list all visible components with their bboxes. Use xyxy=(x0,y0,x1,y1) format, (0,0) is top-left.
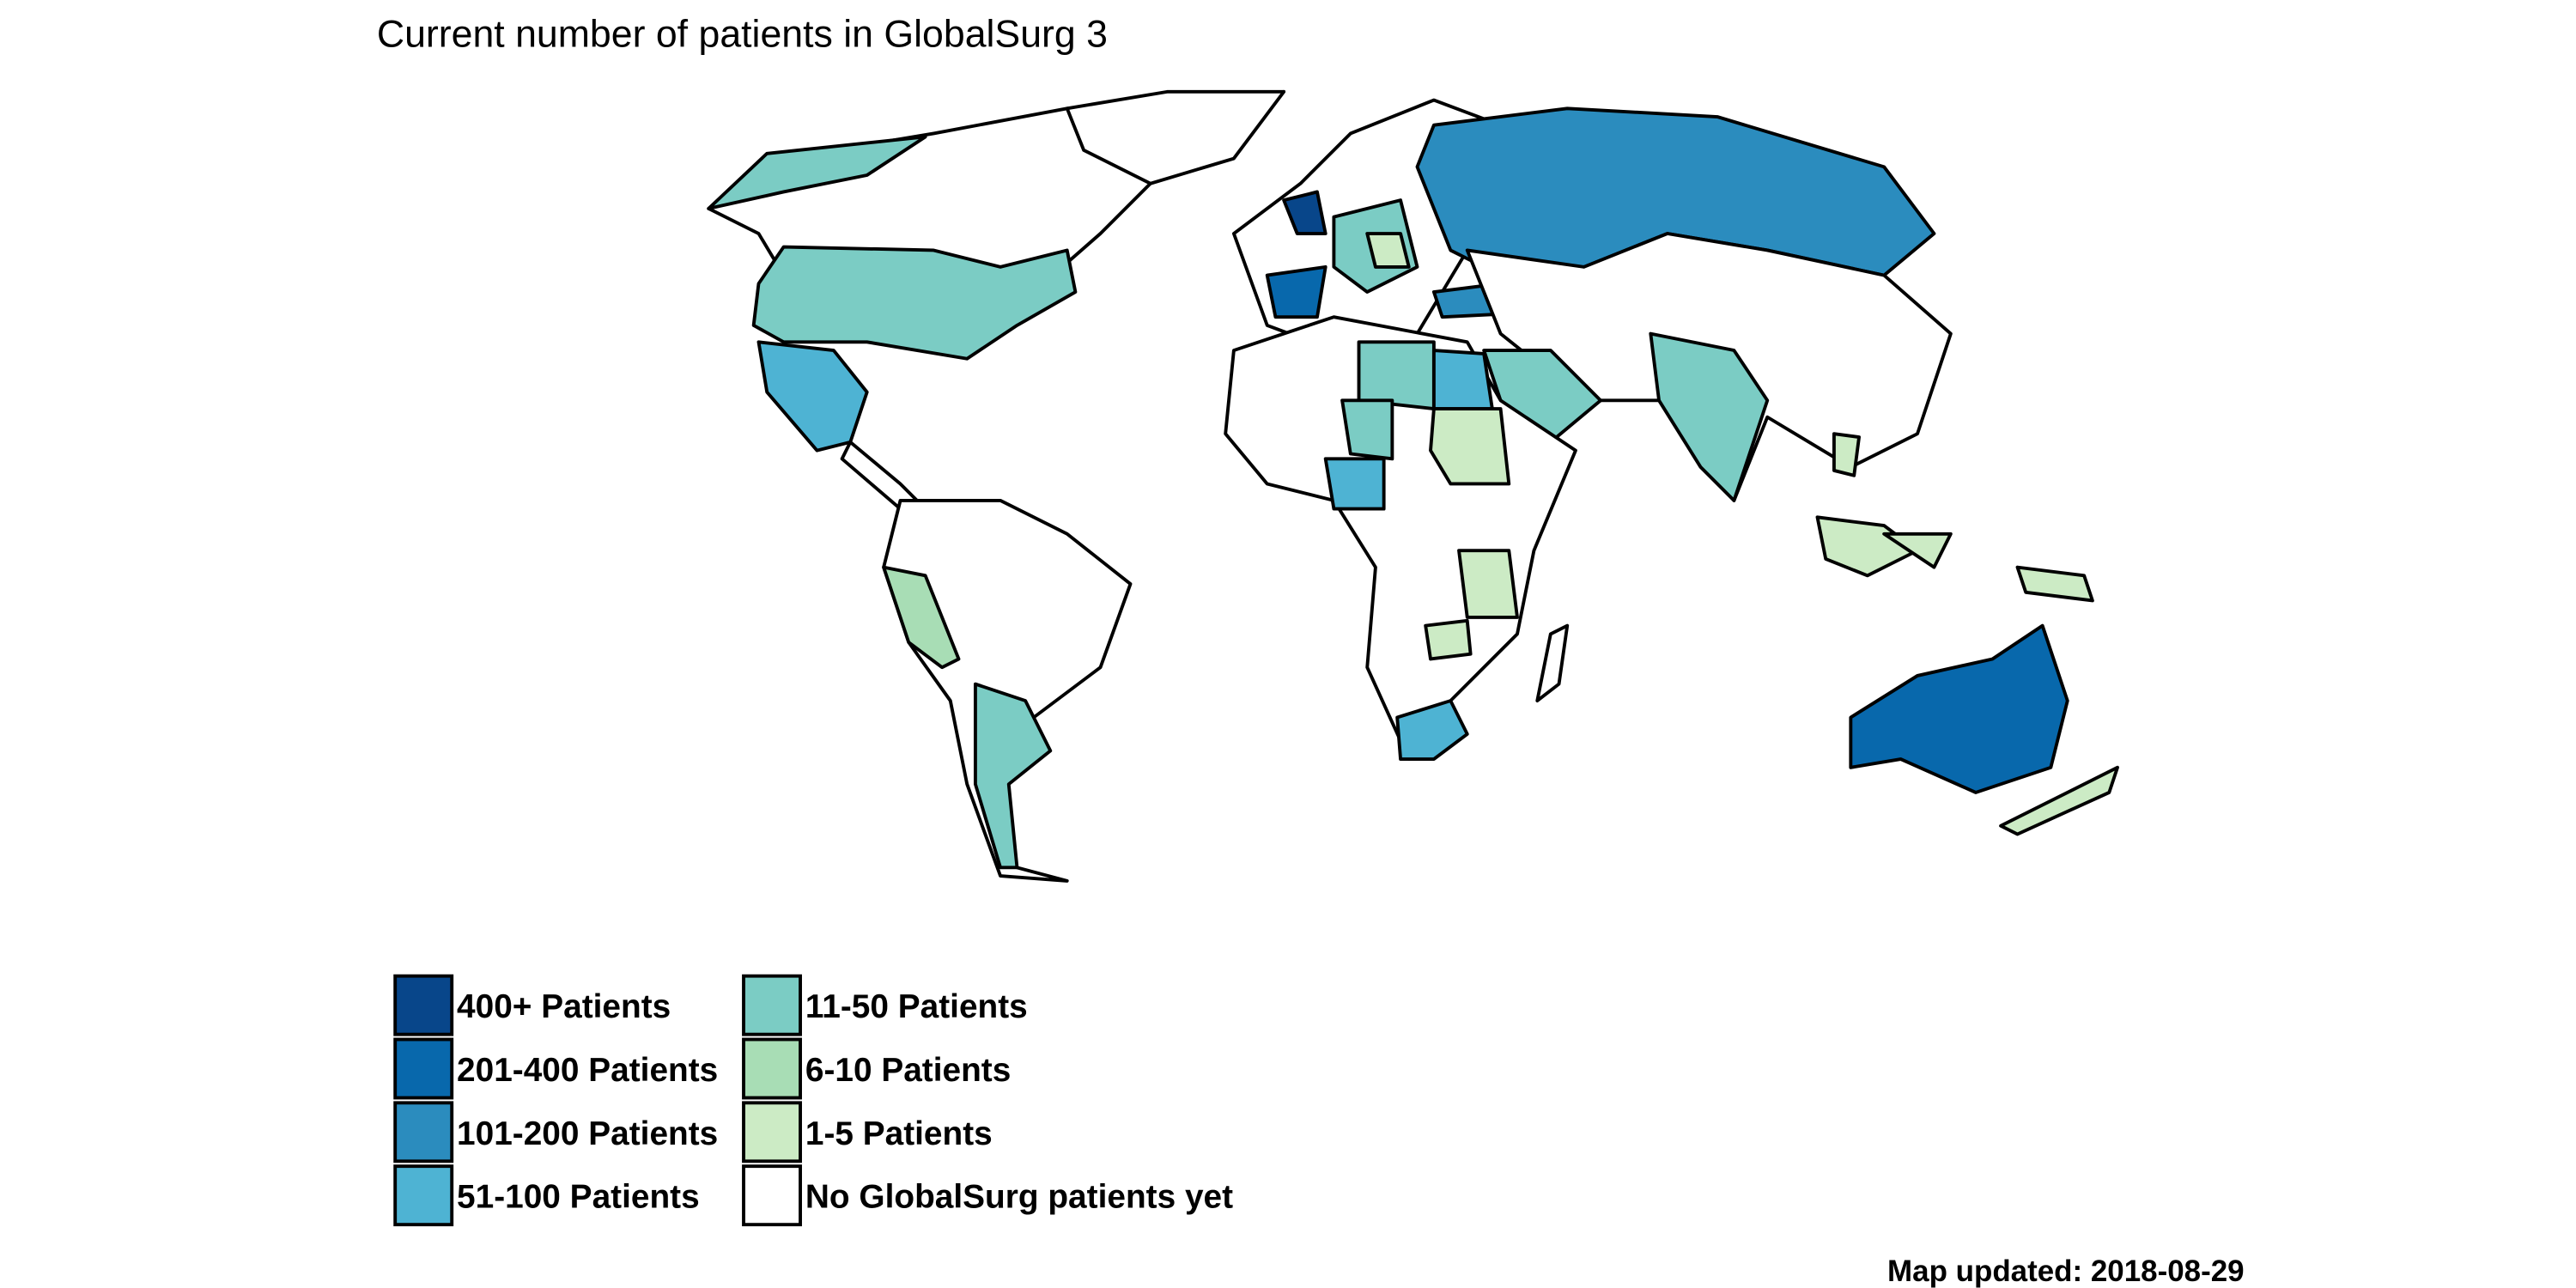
country xyxy=(1482,349,1603,444)
country xyxy=(1849,623,2069,794)
legend-swatch xyxy=(742,1037,802,1100)
map-footer: Map updated: 2018-08-29 xyxy=(1887,1255,2245,1288)
legend-swatch xyxy=(742,974,802,1036)
country xyxy=(1323,457,1386,511)
country xyxy=(1282,190,1327,235)
country xyxy=(1340,398,1394,461)
country xyxy=(1832,432,1861,477)
legend-label: 101-200 Patients xyxy=(457,1115,718,1152)
country xyxy=(1365,232,1411,269)
legend-swatch xyxy=(742,1101,802,1163)
legend-swatch xyxy=(393,974,454,1036)
country xyxy=(1265,264,1327,319)
legend: 400+ Patients 201-400 Patients 101-200 Pat… xyxy=(393,974,1233,1227)
map-title: Current number of patients in GlobalSurg… xyxy=(377,13,1108,55)
country xyxy=(1535,623,1570,703)
country xyxy=(1882,532,1953,569)
country xyxy=(756,340,869,453)
legend-label: 11-50 Patients xyxy=(805,988,1028,1025)
country xyxy=(1649,331,1770,502)
legend-swatch xyxy=(393,1101,454,1163)
country xyxy=(707,135,927,210)
country xyxy=(1065,89,1286,185)
country xyxy=(1395,699,1469,762)
country xyxy=(973,682,1053,870)
legend-swatch xyxy=(393,1164,454,1227)
country xyxy=(1424,618,1473,661)
legend-label: 51-100 Patients xyxy=(457,1179,700,1216)
legend-swatch xyxy=(742,1164,802,1227)
country xyxy=(1457,549,1519,619)
country xyxy=(1999,765,2119,836)
legend-label: No GlobalSurg patients yet xyxy=(805,1179,1233,1216)
legend-label: 400+ Patients xyxy=(457,988,671,1025)
legend-swatch xyxy=(393,1037,454,1100)
country xyxy=(751,245,1078,361)
country xyxy=(1431,349,1494,410)
countries xyxy=(707,89,2119,883)
country xyxy=(1815,515,1919,578)
legend-label: 6-10 Patients xyxy=(805,1052,1011,1089)
legend-label: 1-5 Patients xyxy=(805,1115,993,1152)
legend-label: 201-400 Patients xyxy=(457,1052,718,1089)
country xyxy=(2015,565,2094,603)
country xyxy=(882,565,961,670)
country xyxy=(1429,407,1511,486)
